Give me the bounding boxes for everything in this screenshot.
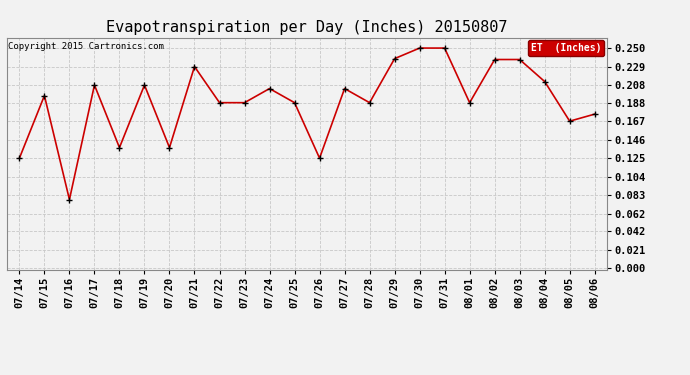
Legend: ET  (Inches): ET (Inches) [528,40,604,56]
Title: Evapotranspiration per Day (Inches) 20150807: Evapotranspiration per Day (Inches) 2015… [106,20,508,35]
Text: Copyright 2015 Cartronics.com: Copyright 2015 Cartronics.com [8,42,164,51]
